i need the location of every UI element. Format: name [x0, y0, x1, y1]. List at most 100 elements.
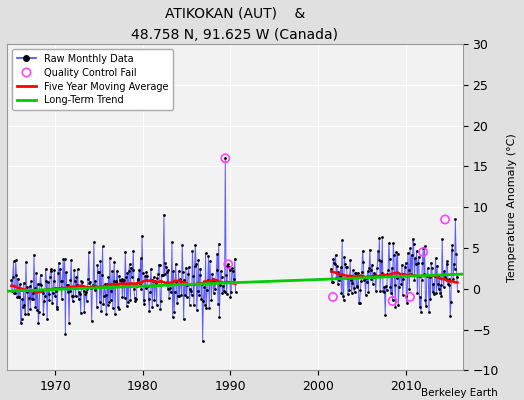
- Point: [200, 284, 209, 290]
- Point: [364, 289, 373, 295]
- Point: [385, 240, 393, 246]
- Point: [23, 284, 31, 290]
- Point: [105, 299, 113, 305]
- Point: [215, 314, 224, 320]
- Point: [358, 248, 367, 254]
- Point: [34, 320, 42, 326]
- Point: [396, 273, 404, 279]
- Point: [66, 288, 74, 294]
- Point: [71, 278, 79, 284]
- Point: [127, 264, 135, 271]
- Point: [376, 287, 384, 294]
- Point: [87, 284, 95, 291]
- Point: [332, 275, 341, 281]
- Point: [96, 258, 105, 264]
- Point: [201, 302, 209, 308]
- Point: [409, 236, 417, 242]
- Point: [61, 331, 70, 337]
- Point: [126, 296, 135, 303]
- Point: [63, 289, 72, 296]
- Point: [373, 265, 381, 271]
- Point: [337, 290, 346, 296]
- Point: [51, 293, 59, 299]
- Point: [130, 286, 138, 292]
- Point: [224, 261, 233, 268]
- Point: [188, 248, 196, 254]
- Point: [392, 249, 400, 255]
- Point: [193, 307, 201, 313]
- Point: [447, 247, 456, 253]
- Point: [451, 216, 460, 222]
- Point: [71, 293, 80, 299]
- Point: [132, 298, 140, 304]
- Point: [101, 281, 109, 287]
- Point: [81, 291, 89, 297]
- Point: [182, 264, 190, 271]
- Point: [336, 264, 345, 270]
- Point: [344, 291, 352, 297]
- Point: [423, 265, 432, 272]
- Point: [115, 273, 124, 279]
- Point: [216, 282, 224, 288]
- Point: [189, 272, 198, 279]
- Point: [164, 267, 172, 273]
- Point: [451, 266, 459, 272]
- Point: [360, 277, 368, 283]
- Point: [231, 289, 239, 295]
- Point: [149, 278, 157, 284]
- Point: [394, 251, 402, 257]
- Point: [20, 302, 29, 308]
- Point: [185, 301, 194, 308]
- Point: [436, 282, 445, 288]
- Point: [390, 282, 399, 288]
- Point: [408, 271, 417, 278]
- Point: [199, 338, 207, 344]
- Point: [453, 288, 462, 294]
- Point: [9, 258, 18, 264]
- Point: [103, 281, 111, 288]
- Point: [327, 265, 335, 272]
- Point: [35, 308, 43, 315]
- Point: [340, 296, 348, 303]
- Point: [213, 250, 222, 257]
- Point: [386, 256, 394, 262]
- Point: [145, 296, 153, 303]
- Point: [421, 297, 430, 303]
- Point: [122, 273, 130, 280]
- Point: [430, 291, 439, 297]
- Point: [129, 248, 137, 254]
- Point: [395, 284, 403, 290]
- Point: [437, 293, 445, 300]
- Point: [86, 278, 94, 285]
- Point: [347, 277, 355, 284]
- Point: [92, 284, 100, 290]
- Point: [147, 266, 155, 272]
- Point: [372, 273, 380, 280]
- Point: [406, 294, 414, 300]
- Point: [203, 287, 211, 294]
- Point: [447, 298, 455, 305]
- Point: [69, 292, 78, 299]
- Point: [123, 270, 132, 276]
- Point: [68, 293, 76, 299]
- Point: [77, 310, 85, 316]
- Point: [195, 272, 204, 278]
- Point: [443, 258, 452, 264]
- Point: [452, 251, 460, 257]
- Point: [383, 287, 391, 293]
- Point: [106, 254, 114, 261]
- Point: [16, 281, 24, 287]
- Point: [419, 249, 428, 255]
- Point: [54, 270, 62, 276]
- Point: [82, 298, 91, 304]
- Point: [433, 281, 442, 288]
- Point: [445, 276, 454, 283]
- Point: [26, 306, 35, 312]
- Point: [365, 265, 373, 271]
- Point: [29, 296, 37, 302]
- Point: [384, 267, 392, 274]
- Point: [15, 294, 24, 300]
- Point: [156, 262, 164, 268]
- Point: [435, 274, 443, 280]
- Point: [217, 268, 225, 274]
